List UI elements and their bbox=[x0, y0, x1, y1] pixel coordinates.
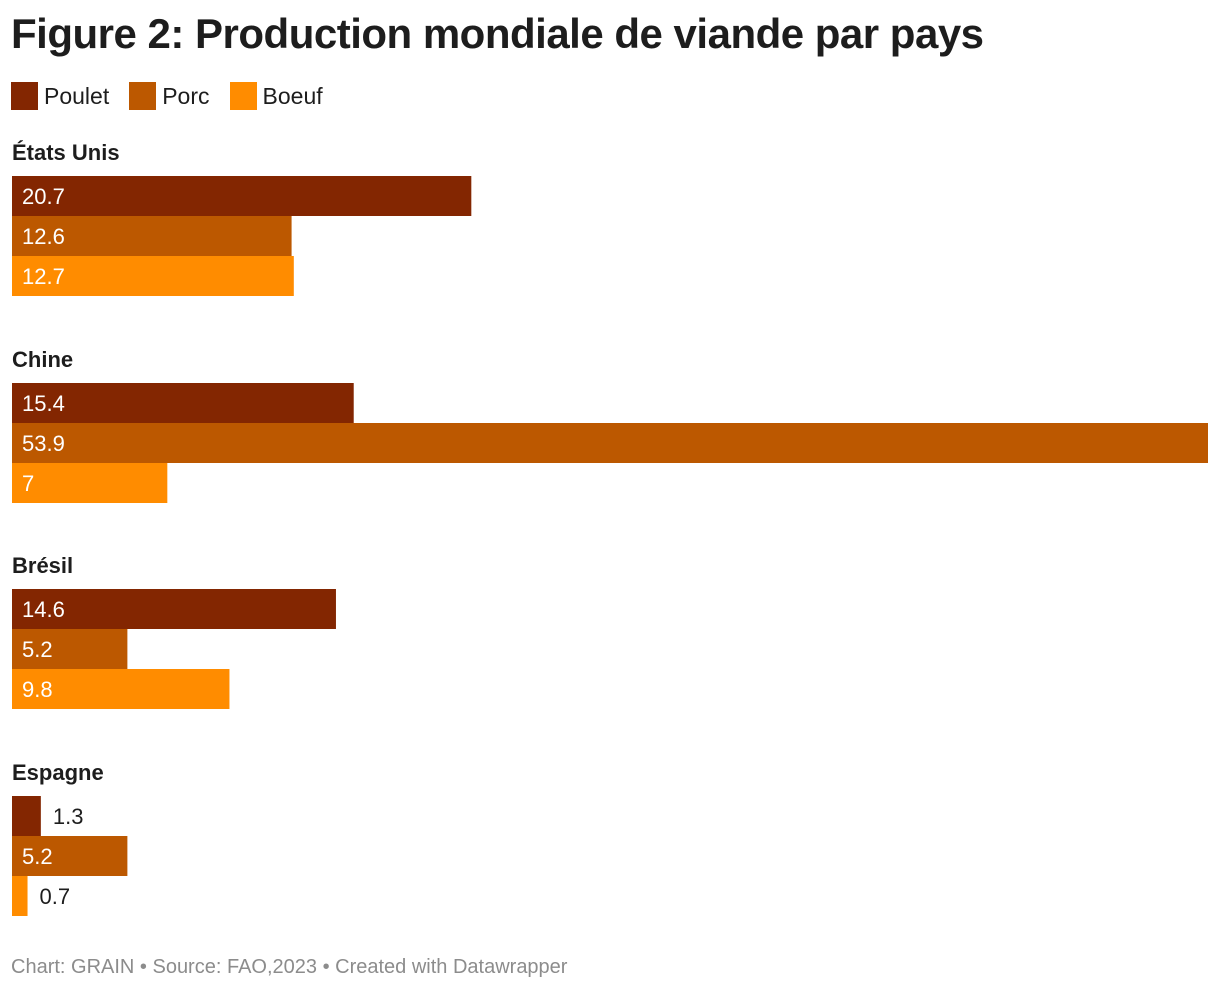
category-label: États Unis bbox=[12, 140, 120, 165]
legend-item-poulet: Poulet bbox=[11, 82, 109, 110]
bar-value-label: 0.7 bbox=[40, 884, 71, 909]
bar-poulet bbox=[12, 176, 472, 216]
bar-value-label: 12.6 bbox=[22, 224, 65, 249]
bar-boeuf bbox=[12, 463, 168, 503]
chart-footer: Chart: GRAIN • Source: FAO,2023 • Create… bbox=[11, 956, 568, 978]
chart-title: Figure 2: Production mondiale de viande … bbox=[11, 10, 984, 57]
legend-swatch-porc bbox=[129, 82, 157, 110]
category-label: Espagne bbox=[12, 760, 104, 785]
bar-value-label: 5.2 bbox=[22, 844, 53, 869]
bar-value-label: 14.6 bbox=[22, 597, 65, 622]
bar-porc bbox=[12, 836, 128, 876]
bar-poulet bbox=[12, 589, 336, 629]
bar-porc bbox=[12, 423, 1208, 463]
bar-value-label: 15.4 bbox=[22, 391, 65, 416]
legend-label-boeuf: Boeuf bbox=[262, 82, 323, 109]
bar-poulet bbox=[12, 383, 354, 423]
bar-value-label: 12.7 bbox=[22, 264, 65, 289]
legend-swatch-boeuf bbox=[229, 82, 257, 110]
category-label: Chine bbox=[12, 347, 73, 372]
bar-value-label: 20.7 bbox=[22, 184, 65, 209]
legend-label-poulet: Poulet bbox=[44, 82, 110, 109]
bar-porc bbox=[12, 216, 292, 256]
category-label: Brésil bbox=[12, 553, 73, 578]
legend-label-porc: Porc bbox=[162, 82, 210, 109]
bar-boeuf bbox=[12, 256, 294, 296]
legend-swatch-poulet bbox=[11, 82, 38, 110]
bar-value-label: 1.3 bbox=[53, 804, 84, 829]
bar-value-label: 5.2 bbox=[22, 637, 53, 662]
bar-value-label: 53.9 bbox=[22, 431, 65, 456]
bar-porc bbox=[12, 629, 128, 669]
bar-chart: États Unis 20.7 12.6 12.7 Chine 15.4 53.9 7 Brés… bbox=[12, 140, 1208, 916]
legend-item-porc: Porc bbox=[129, 82, 210, 110]
bar-value-label: 9.8 bbox=[22, 677, 53, 702]
bar-value-label: 7 bbox=[22, 471, 34, 496]
legend: Poulet Porc Boeuf bbox=[11, 82, 343, 110]
legend-item-boeuf: Boeuf bbox=[229, 82, 323, 110]
bar-boeuf bbox=[12, 876, 28, 916]
bar-boeuf bbox=[12, 669, 230, 709]
bar-poulet bbox=[12, 796, 41, 836]
